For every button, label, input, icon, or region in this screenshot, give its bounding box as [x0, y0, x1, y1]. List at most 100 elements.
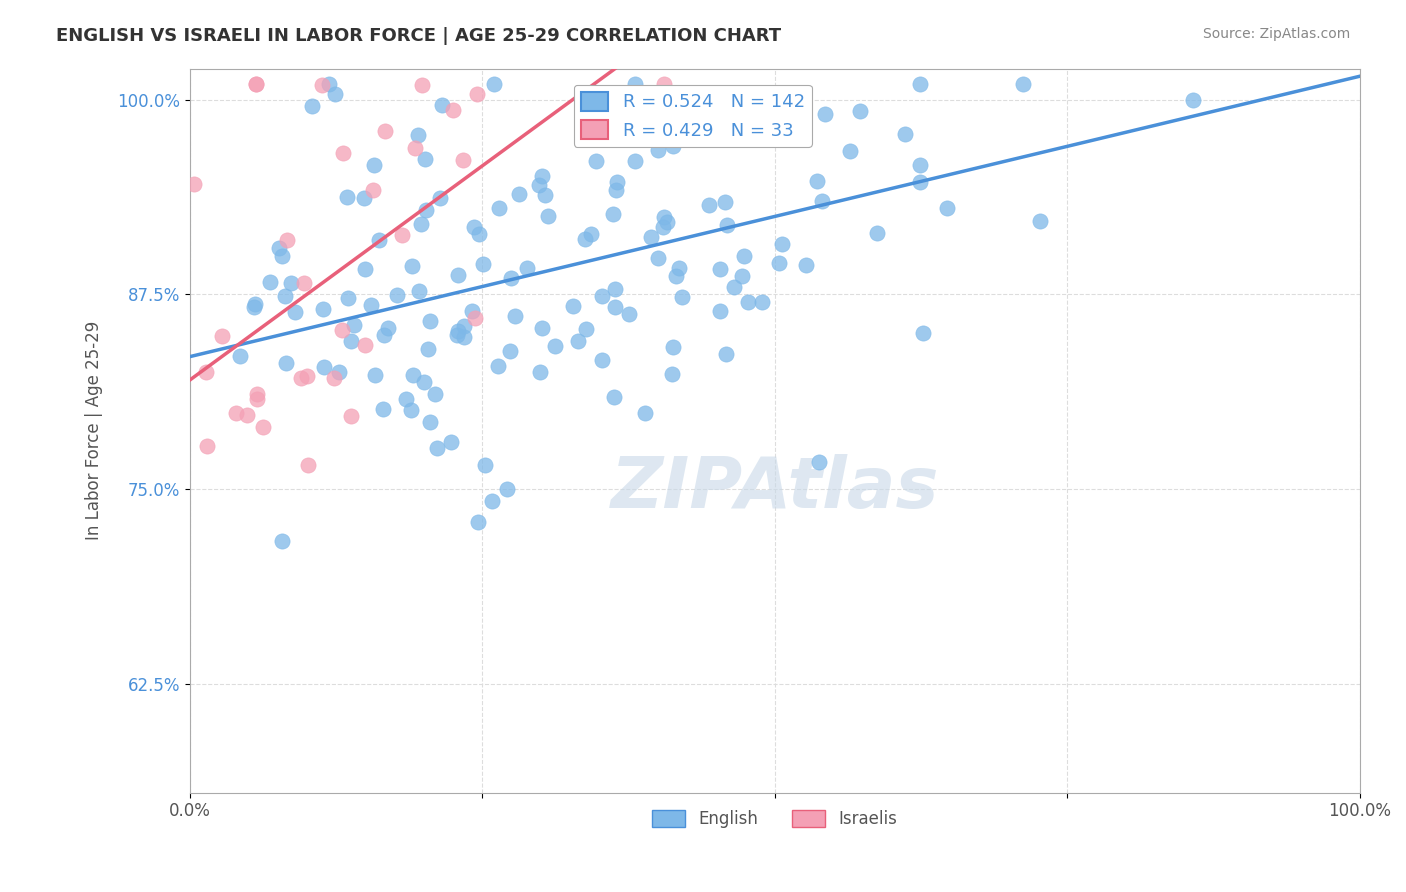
Point — [330, 323, 353, 337]
Point — [499, 271, 522, 285]
Point — [354, 338, 377, 352]
Point — [723, 280, 745, 294]
Point — [274, 289, 297, 303]
Point — [775, 115, 797, 129]
Point — [271, 533, 294, 548]
Point — [496, 482, 519, 496]
Point — [647, 143, 669, 157]
Point — [908, 158, 931, 172]
Point — [603, 282, 626, 296]
Point — [364, 368, 387, 382]
Point — [716, 219, 738, 233]
Point — [391, 228, 413, 243]
Point — [423, 387, 446, 401]
Point — [406, 128, 429, 143]
Point — [484, 77, 506, 91]
Point — [336, 190, 359, 204]
Point — [624, 154, 647, 169]
Point — [343, 318, 366, 333]
Point — [794, 258, 817, 272]
Point — [269, 241, 291, 255]
Point — [1012, 77, 1035, 91]
Point — [574, 231, 596, 245]
Point — [603, 390, 626, 404]
Point — [894, 128, 917, 142]
Point — [623, 77, 645, 91]
Point — [468, 227, 491, 241]
Point — [280, 276, 302, 290]
Point — [908, 175, 931, 189]
Point — [411, 78, 433, 92]
Point — [936, 201, 959, 215]
Point — [401, 259, 423, 273]
Point — [363, 158, 385, 172]
Point — [714, 346, 737, 360]
Point — [284, 305, 307, 319]
Point — [404, 140, 426, 154]
Point — [605, 184, 627, 198]
Point — [467, 515, 489, 529]
Text: Source: ZipAtlas.com: Source: ZipAtlas.com — [1202, 27, 1350, 41]
Point — [443, 103, 465, 117]
Point — [323, 87, 346, 102]
Point — [516, 261, 538, 276]
Point — [668, 261, 690, 276]
Point — [368, 233, 391, 247]
Point — [311, 78, 333, 93]
Point — [211, 329, 233, 343]
Point — [312, 302, 335, 317]
Point — [377, 321, 399, 335]
Point — [339, 409, 361, 423]
Point — [472, 257, 495, 271]
Point — [529, 365, 551, 379]
Point — [246, 392, 269, 406]
Point — [849, 103, 872, 118]
Point — [373, 402, 395, 417]
Point — [534, 187, 557, 202]
Point — [243, 301, 266, 315]
Point — [699, 198, 721, 212]
Point — [252, 420, 274, 434]
Point — [276, 233, 298, 247]
Point — [328, 365, 350, 379]
Point — [619, 115, 641, 129]
Point — [585, 153, 607, 168]
Point — [245, 297, 267, 311]
Point — [336, 292, 359, 306]
Point — [373, 328, 395, 343]
Point — [562, 299, 585, 313]
Text: ENGLISH VS ISRAELI IN LABOR FORCE | AGE 25-29 CORRELATION CHART: ENGLISH VS ISRAELI IN LABOR FORCE | AGE … — [56, 27, 782, 45]
Point — [908, 77, 931, 91]
Point — [814, 107, 837, 121]
Point — [650, 89, 672, 103]
Point — [426, 441, 449, 455]
Text: ZIPAtlas: ZIPAtlas — [610, 454, 939, 523]
Point — [529, 178, 551, 192]
Point — [195, 365, 218, 379]
Point — [530, 169, 553, 183]
Point — [474, 458, 496, 472]
Point — [651, 220, 673, 235]
Point — [661, 340, 683, 354]
Point — [772, 237, 794, 252]
Point — [259, 275, 281, 289]
Point — [1182, 93, 1205, 107]
Point — [486, 359, 509, 373]
Point — [246, 386, 269, 401]
Point — [271, 250, 294, 264]
Point — [579, 227, 602, 242]
Point — [709, 304, 731, 318]
Point — [657, 215, 679, 229]
Point — [314, 360, 336, 375]
Point — [808, 455, 831, 469]
Point — [499, 344, 522, 359]
Point — [446, 328, 468, 343]
Point — [440, 434, 463, 449]
Point — [505, 309, 527, 323]
Point — [245, 77, 267, 91]
Point — [751, 295, 773, 310]
Point — [806, 174, 828, 188]
Point — [647, 252, 669, 266]
Point — [465, 87, 488, 101]
Point — [654, 131, 676, 145]
